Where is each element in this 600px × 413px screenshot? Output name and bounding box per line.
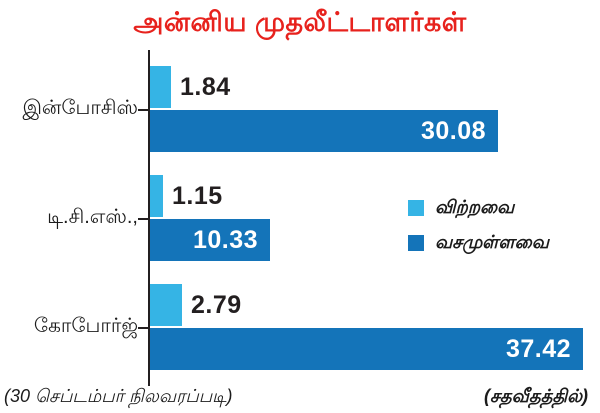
- legend: விற்றவை வசமுள்ளவை: [408, 196, 549, 269]
- value-label: 10.33: [192, 226, 258, 254]
- category-label: கோபோர்ஜ்: [33, 315, 138, 337]
- footnote-unit: (சதவீதத்தில்): [483, 386, 588, 406]
- value-label: 1.84: [180, 73, 231, 101]
- bar-sold: [150, 284, 182, 326]
- value-label: 2.79: [191, 291, 242, 319]
- bar-holding: 30.08: [150, 110, 498, 152]
- bar-sold: [150, 66, 171, 108]
- axis-tick: [138, 109, 148, 111]
- axis-tick: [138, 218, 148, 220]
- value-label: 37.42: [505, 335, 571, 363]
- footnote-date: (30 செப்டம்பர் நிலவரப்படி): [4, 386, 233, 406]
- legend-label-sold: விற்றவை: [435, 196, 515, 217]
- legend-item-holding: வசமுள்ளவை: [408, 231, 549, 252]
- category-axis-line: [148, 50, 150, 386]
- legend-swatch-holding: [408, 235, 424, 251]
- legend-item-sold: விற்றவை: [408, 196, 549, 217]
- legend-swatch-sold: [408, 200, 424, 216]
- chart-title: அன்னிய முதலீட்டாளர்கள்: [133, 7, 467, 37]
- bar-holding: 10.33: [150, 219, 270, 261]
- value-label: 1.15: [172, 182, 223, 210]
- value-label: 30.08: [420, 117, 486, 145]
- category-label: இன்போசிஸ்: [22, 97, 138, 119]
- bar-holding: 37.42: [150, 328, 583, 370]
- legend-label-holding: வசமுள்ளவை: [435, 231, 549, 252]
- bar-sold: [150, 175, 163, 217]
- axis-tick: [138, 327, 148, 329]
- category-label: டி.சி.எஸ்.,: [47, 206, 138, 228]
